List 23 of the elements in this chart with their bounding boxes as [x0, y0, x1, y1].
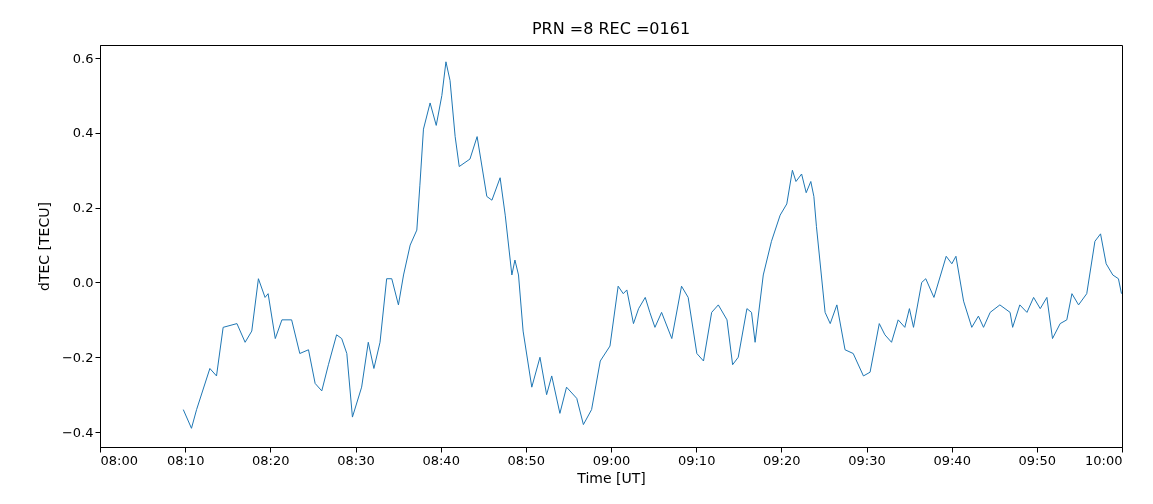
- x-tick-label: 09:10: [677, 452, 716, 468]
- chart-title: PRN =8 REC =0161: [531, 19, 691, 38]
- y-tick-label: −0.2: [61, 349, 94, 365]
- y-tick-label: 0.0: [72, 274, 94, 290]
- x-tick-label: 09:40: [933, 452, 971, 468]
- x-tick-label: 09:30: [848, 452, 886, 468]
- x-tick-label: 09:50: [1018, 452, 1057, 468]
- x-tick-label: 09:00: [592, 452, 631, 468]
- x-axis-title: Time [UT]: [576, 469, 646, 486]
- line-series: [182, 61, 1122, 429]
- y-tick-label: 0.2: [72, 200, 94, 216]
- x-tick-label: 08:40: [422, 452, 460, 468]
- x-tick-label: 08:50: [507, 452, 546, 468]
- x-tick-label: 08:20: [252, 452, 290, 468]
- y-tick-label: −0.4: [61, 424, 94, 440]
- x-tick-label: 08:00: [100, 452, 138, 468]
- x-tick-label: 08:10: [166, 452, 205, 468]
- x-tick-label: 08:30: [337, 452, 375, 468]
- y-tick-label: 0.6: [72, 50, 94, 66]
- x-tick-label: 10:00: [1085, 452, 1123, 468]
- x-tick-label: 09:20: [763, 452, 801, 468]
- y-axis-title: dTEC [TECU]: [35, 202, 52, 291]
- y-tick-label: 0.4: [72, 125, 94, 141]
